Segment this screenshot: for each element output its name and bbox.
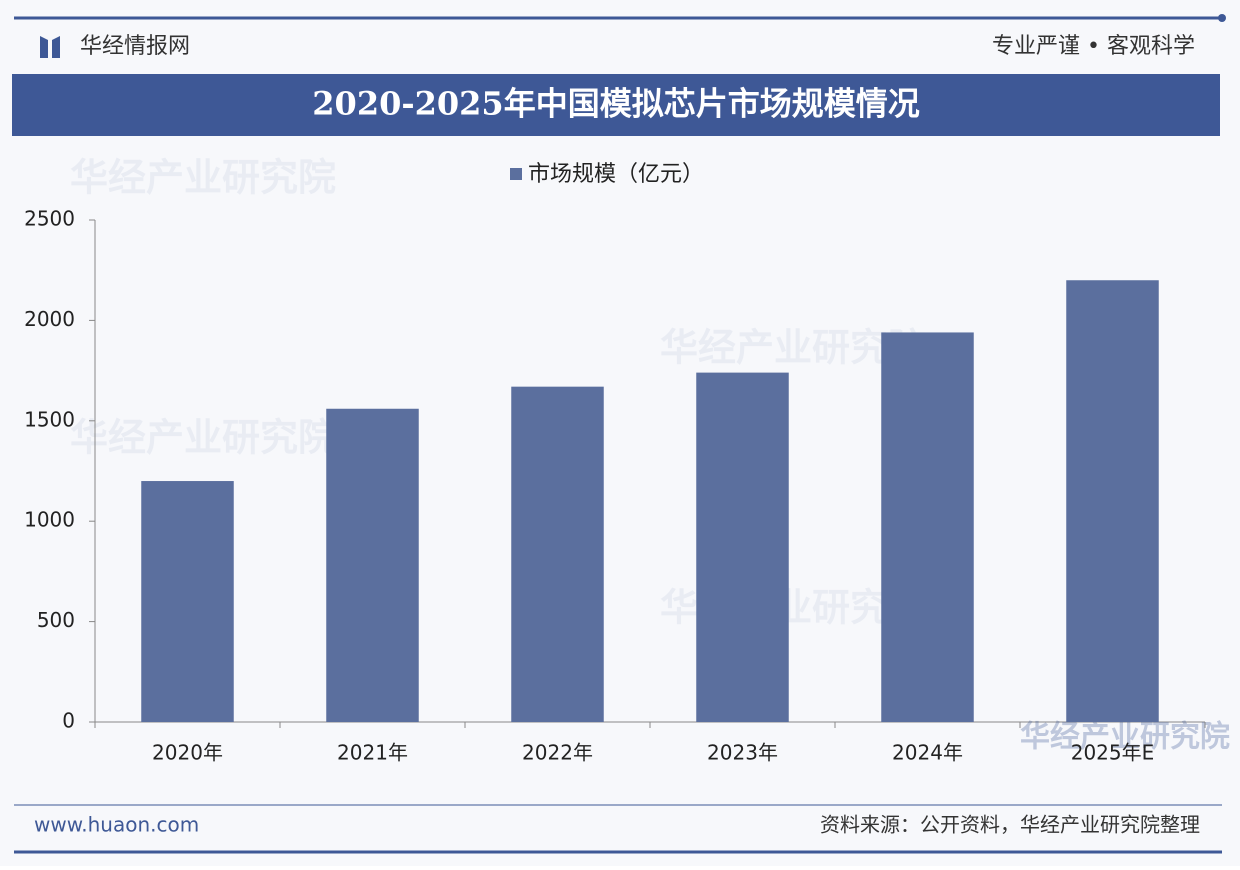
legend-label: 市场规模（亿元） [528, 162, 704, 187]
y-tick-label: 1000 [24, 508, 75, 532]
watermark: 华经产业研究院 [70, 416, 336, 460]
bar [881, 332, 974, 722]
rule-dot [1218, 14, 1226, 22]
slogan: 专业严谨 • 客观科学 [992, 34, 1195, 59]
title-banner [12, 74, 1220, 136]
bar [326, 408, 419, 722]
footer-source: 资料来源：公开资料，华经产业研究院整理 [820, 813, 1200, 837]
bar [696, 372, 789, 722]
bar [1066, 280, 1159, 722]
x-tick-label: 2020年 [152, 741, 223, 765]
x-tick-label: 2022年 [522, 741, 593, 765]
logo [40, 36, 60, 58]
watermark: 华经产业研究院 [1020, 720, 1230, 755]
brand: 华经情报网 [80, 34, 190, 59]
x-tick-label: 2024年 [892, 741, 963, 765]
y-tick-label: 1500 [24, 407, 75, 431]
y-tick-label: 2500 [24, 207, 75, 231]
footer-url: www.huaon.com [34, 813, 199, 837]
x-tick-label: 2021年 [337, 741, 408, 765]
y-tick-label: 0 [62, 709, 75, 733]
chart-title: 2020-2025年中国模拟芯片市场规模情况 [312, 85, 919, 123]
x-tick-label: 2025年E [1071, 741, 1155, 765]
bar [511, 386, 604, 722]
watermark: 华经产业研究院 [70, 156, 336, 200]
legend-swatch [510, 168, 522, 180]
y-tick-label: 500 [37, 608, 75, 632]
y-tick-label: 2000 [24, 307, 75, 331]
x-tick-label: 2023年 [707, 741, 778, 765]
bar [141, 481, 234, 722]
